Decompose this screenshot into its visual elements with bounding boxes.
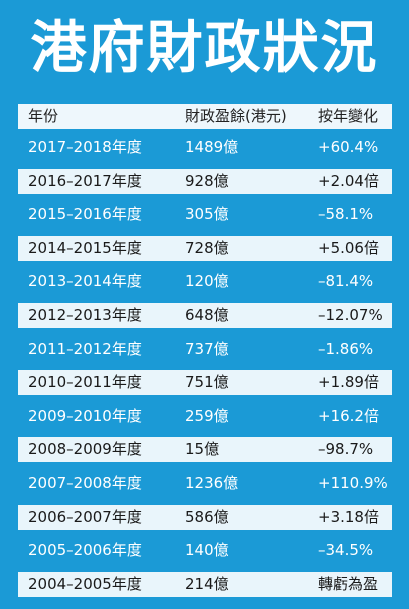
table-cell: 2015–2016年度	[28, 205, 142, 224]
table-cell: 轉虧為盈	[318, 574, 379, 593]
table-row: 2009–2010年度 259億 +16.2倍	[18, 403, 392, 429]
table-cell: 1489億	[185, 138, 239, 156]
table-cell: –98.7%	[318, 440, 374, 459]
table-cell: 140億	[185, 541, 229, 560]
table-cell: +60.4%	[318, 138, 379, 156]
table-cell: 2017–2018年度	[28, 138, 142, 156]
table-cell: 2007–2008年度	[28, 473, 142, 492]
table-row: 2015–2016年度 305億 –58.1%	[18, 202, 392, 228]
table-row: 2016–2017年度 928億 +2.04倍	[18, 168, 392, 194]
table-cell: 2011–2012年度	[28, 339, 142, 358]
table-cell: +1.89倍	[318, 373, 379, 392]
header-row: 年份 財政盈餘(港元) 按年變化	[18, 104, 392, 129]
table-cell: 2013–2014年度	[28, 272, 142, 291]
table-cell: 648億	[185, 305, 229, 324]
table-row: 2004–2005年度 214億 轉虧為盈	[18, 571, 392, 597]
table-cell: 2006–2007年度	[28, 507, 142, 526]
table-cell: 15億	[185, 440, 220, 459]
table-cell: 737億	[185, 339, 229, 358]
table-row: 2011–2012年度 737億 –1.86%	[18, 336, 392, 362]
table-cell: 2014–2015年度	[28, 238, 142, 257]
table-cell: +2.04倍	[318, 171, 379, 190]
table-cell: 2016–2017年度	[28, 171, 142, 190]
table-cell: 214億	[185, 574, 229, 593]
table-row: 2014–2015年度 728億 +5.06倍	[18, 235, 392, 261]
table-cell: 928億	[185, 171, 229, 190]
table-cell: 2008–2009年度	[28, 440, 142, 459]
table-cell: –58.1%	[318, 205, 374, 224]
table-row: 2008–2009年度 15億 –98.7%	[18, 437, 392, 463]
table-cell: –1.86%	[318, 339, 374, 358]
table-row: 2010–2011年度 751億 +1.89倍	[18, 370, 392, 396]
column-header: 財政盈餘(港元)	[185, 107, 287, 125]
table-row: 2013–2014年度 120億 –81.4%	[18, 269, 392, 295]
table-cell: +16.2倍	[318, 406, 379, 425]
table-cell: 1236億	[185, 473, 239, 492]
table-cell: –12.07%	[318, 305, 383, 324]
table-cell: 2009–2010年度	[28, 406, 142, 425]
table-row: 2006–2007年度 586億 +3.18倍	[18, 504, 392, 530]
table-cell: 120億	[185, 272, 229, 291]
table-row: 2007–2008年度 1236億 +110.9%	[18, 470, 392, 496]
table-cell: 305億	[185, 205, 229, 224]
table-row: 2017–2018年度 1489億 +60.4%	[18, 135, 392, 160]
table-cell: 2010–2011年度	[28, 373, 142, 392]
table-row: 2005–2006年度 140億 –34.5%	[18, 538, 392, 564]
table-cell: 2005–2006年度	[28, 541, 142, 560]
table-cell: –34.5%	[318, 541, 374, 560]
column-header: 按年變化	[318, 107, 379, 125]
table-cell: 751億	[185, 373, 229, 392]
table-cell: +110.9%	[318, 473, 388, 492]
table-row: 2012–2013年度 648億 –12.07%	[18, 302, 392, 328]
table-cell: 259億	[185, 406, 229, 425]
table-cell: 2004–2005年度	[28, 574, 142, 593]
table: 年份 財政盈餘(港元) 按年變化 2017–2018年度 1489億 +60.4% 2016…	[18, 104, 392, 605]
table-cell: 586億	[185, 507, 229, 526]
table-cell: 728億	[185, 238, 229, 257]
title: 港府財政狀況	[30, 16, 379, 81]
column-header: 年份	[28, 107, 59, 125]
table-cell: +5.06倍	[318, 238, 379, 257]
table-cell: 2012–2013年度	[28, 305, 142, 324]
table-cell: +3.18倍	[318, 507, 379, 526]
table-cell: –81.4%	[318, 272, 374, 291]
